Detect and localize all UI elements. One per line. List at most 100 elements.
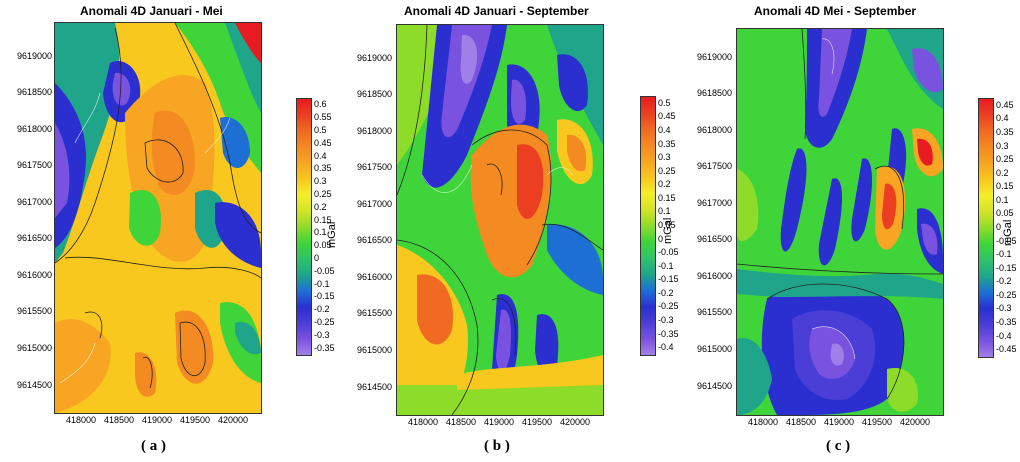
y-tick-label: 9618500: [16, 87, 52, 97]
x-tick-label: 418500: [445, 417, 477, 427]
y-tick-label: 9615500: [356, 308, 392, 318]
x-tick-label: 418500: [785, 417, 817, 427]
colorbar-tick-label: 0.3: [996, 140, 1009, 151]
y-tick-label: 9617000: [356, 199, 392, 209]
colorbar-tick-label: 0: [314, 253, 320, 263]
x-tick-label: 419500: [179, 415, 211, 425]
y-tick-label: 9618500: [356, 89, 392, 99]
colorbar-tick-label: 0.15: [314, 214, 332, 225]
y-tick-label: 9619000: [696, 52, 732, 62]
colorbar-tick-label: -0.05: [314, 265, 335, 276]
colorbar-tick-label: 0.05: [658, 220, 676, 230]
colorbar-tick-label: 0: [996, 222, 1002, 232]
y-tick-label: 9619000: [356, 53, 392, 63]
y-tick-label: 9616000: [16, 270, 52, 280]
colorbar-tick-label: 0.5: [314, 125, 327, 135]
y-tick-label: 9616500: [16, 233, 52, 243]
y-tick-label: 9616500: [356, 235, 392, 245]
y-tick-label: 9615500: [16, 306, 52, 316]
colorbar-tick-label: 0.1: [314, 227, 327, 238]
y-tick-label: 9617500: [696, 161, 732, 171]
chart-title: Anomali 4D Januari - Mei: [80, 4, 223, 18]
colorbar-tick-label: -0.05: [996, 235, 1017, 246]
panel-b: Anomali 4D Januari - September: [340, 0, 680, 462]
colorbar-tick-label: -0.3: [314, 329, 330, 340]
colorbar-tick-label: 0.15: [658, 192, 676, 203]
contour-map: [737, 29, 943, 415]
colorbar-tick-label: -0.15: [658, 274, 679, 285]
colorbar-tick-label: 0.15: [996, 181, 1014, 192]
plot-area: [396, 24, 604, 416]
colorbar-tick-label: -0.35: [996, 317, 1017, 328]
colorbar-tick-label: 0.4: [314, 150, 327, 161]
x-tick-label: 419500: [521, 417, 553, 427]
colorbar-tick-label: -0.1: [658, 260, 674, 271]
contour-map: [55, 23, 261, 413]
colorbar-tick-label: 0.25: [658, 165, 676, 176]
colorbar-tick-label: -0.3: [996, 303, 1012, 314]
colorbar-tick-label: -0.15: [314, 291, 335, 302]
colorbar-tick-label: 0.05: [996, 208, 1014, 219]
x-tick-label: 418000: [747, 417, 779, 427]
colorbar-tick-label: 0.6: [314, 99, 327, 110]
plot-area: [54, 22, 262, 414]
colorbar-tick-label: -0.1: [314, 278, 330, 289]
chart-title: Anomali 4D Januari - September: [404, 4, 589, 18]
colorbar-tick-label: -0.25: [996, 289, 1017, 300]
colorbar-tick-label: 0.45: [658, 111, 676, 122]
colorbar-tick-label: 0.2: [996, 167, 1009, 178]
x-tick-label: 419500: [861, 417, 893, 427]
panel-c: Anomali 4D Mei - September: [680, 0, 1020, 462]
colorbar-tick-label: -0.1: [996, 249, 1012, 260]
y-tick-label: 9618000: [696, 125, 732, 135]
y-tick-label: 9619000: [16, 51, 52, 61]
chart-title: Anomali 4D Mei - September: [754, 4, 917, 18]
colorbar-tick-label: 0.3: [314, 176, 327, 187]
colorbar-tick-label: 0.45: [996, 99, 1014, 110]
colorbar-tick-label: 0.2: [658, 179, 671, 190]
plot-area: [736, 28, 944, 416]
colorbar-tick-label: 0.25: [314, 189, 332, 199]
colorbar-tick-label: 0.25: [996, 154, 1014, 165]
panel-a: Anomali 4D Januari - Mei: [0, 0, 340, 462]
colorbar-tick-label: -0.45: [996, 344, 1017, 355]
unit-label: mGal: [326, 221, 338, 248]
y-tick-label: 9615000: [16, 343, 52, 353]
y-tick-label: 9618000: [356, 126, 392, 136]
colorbar: [296, 98, 312, 356]
colorbar-tick-label: -0.15: [996, 262, 1017, 273]
y-tick-label: 9616500: [696, 234, 732, 244]
unit-label: mGal: [1002, 219, 1014, 246]
colorbar-tick-label: -0.35: [658, 328, 679, 339]
colorbar-tick-label: 0.45: [314, 137, 332, 148]
y-tick-label: 9614500: [356, 382, 392, 392]
colorbar-tick-label: -0.2: [996, 276, 1012, 287]
colorbar-tick-label: -0.4: [658, 342, 674, 353]
y-tick-label: 9615000: [696, 344, 732, 354]
y-tick-label: 9617000: [696, 198, 732, 208]
x-tick-label: 418000: [65, 415, 97, 425]
colorbar-tick-label: -0.25: [658, 301, 679, 312]
y-tick-label: 9615500: [696, 307, 732, 317]
y-tick-label: 9617500: [356, 162, 392, 172]
colorbar-tick-label: 0.05: [314, 240, 332, 251]
contour-map: [397, 25, 603, 415]
colorbar: [978, 98, 994, 358]
y-tick-label: 9615000: [356, 345, 392, 355]
x-tick-label: 420000: [559, 417, 591, 427]
colorbar-tick-label: -0.35: [314, 342, 335, 353]
x-tick-label: 420000: [899, 417, 931, 427]
colorbar-tick-label: 0.4: [996, 113, 1009, 124]
panel-sublabel: ( a ): [141, 438, 166, 454]
x-tick-label: 419000: [141, 415, 173, 425]
x-tick-label: 418000: [407, 417, 439, 427]
y-tick-label: 9616000: [696, 271, 732, 281]
colorbar-tick-label: -0.2: [314, 304, 330, 315]
colorbar-tick-label: 0.1: [658, 206, 671, 217]
colorbar-tick-label: -0.2: [658, 287, 674, 298]
colorbar-tick-label: 0.55: [314, 112, 332, 123]
y-tick-label: 9614500: [696, 381, 732, 391]
colorbar-tick-label: -0.4: [996, 330, 1012, 341]
y-tick-label: 9616000: [356, 272, 392, 282]
colorbar-tick-label: 0.4: [658, 124, 671, 135]
